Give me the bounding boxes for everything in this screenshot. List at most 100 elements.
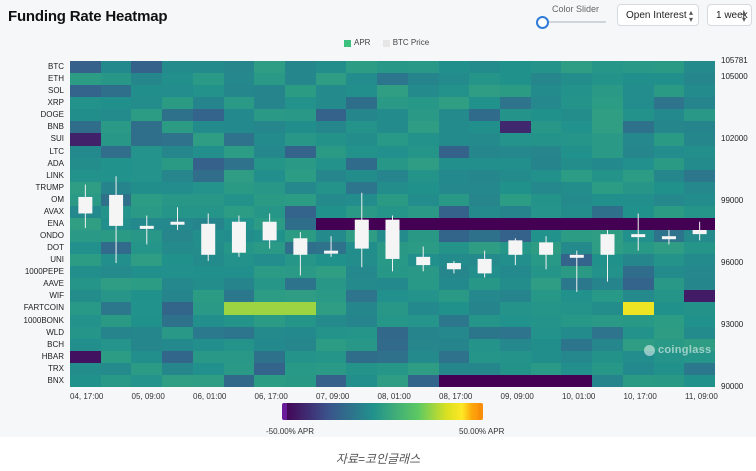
heatmap-cell[interactable] [438, 350, 470, 364]
heatmap-cell[interactable] [192, 97, 225, 110]
heatmap-cell[interactable] [315, 374, 347, 388]
heatmap-cell[interactable] [377, 362, 409, 376]
heatmap-cell[interactable] [500, 266, 532, 279]
heatmap-cell[interactable] [592, 97, 624, 110]
heatmap-cell[interactable] [653, 230, 685, 243]
heatmap-cell[interactable] [377, 133, 409, 146]
heatmap-cell[interactable] [592, 230, 624, 243]
heatmap-cell[interactable] [223, 242, 255, 255]
heatmap-cell[interactable] [223, 314, 255, 328]
heatmap-cell[interactable] [346, 109, 378, 122]
heatmap-cell[interactable] [377, 217, 409, 231]
heatmap-cell[interactable] [684, 133, 716, 146]
heatmap-cell[interactable] [223, 157, 255, 171]
heatmap-cell[interactable] [100, 266, 132, 279]
heatmap-cell[interactable] [438, 230, 470, 243]
heatmap-cell[interactable] [315, 61, 347, 74]
heatmap-cell[interactable] [162, 109, 194, 122]
heatmap-cell[interactable] [285, 169, 317, 183]
heatmap-cell[interactable] [285, 230, 317, 243]
heatmap-cell[interactable] [254, 230, 286, 243]
heatmap-cell[interactable] [407, 133, 440, 146]
heatmap-cell[interactable] [500, 362, 532, 376]
heatmap-cell[interactable] [346, 61, 378, 74]
heatmap-cell[interactable] [315, 133, 347, 146]
heatmap-cell[interactable] [469, 217, 501, 231]
heatmap-cell[interactable] [653, 374, 685, 388]
heatmap-cell[interactable] [285, 121, 317, 134]
heatmap-cell[interactable] [653, 97, 685, 110]
heatmap-cell[interactable] [622, 193, 655, 207]
heatmap-cell[interactable] [592, 350, 624, 364]
heatmap-cell[interactable] [500, 338, 532, 352]
heatmap-cell[interactable] [592, 374, 624, 388]
heatmap-cell[interactable] [70, 85, 102, 98]
heatmap-cell[interactable] [100, 181, 132, 195]
heatmap-cell[interactable] [377, 85, 409, 98]
heatmap-cell[interactable] [622, 266, 655, 279]
heatmap-cell[interactable] [592, 181, 624, 195]
heatmap-cell[interactable] [285, 73, 317, 86]
heatmap-cell[interactable] [100, 157, 132, 171]
heatmap-cell[interactable] [162, 217, 194, 231]
heatmap-cell[interactable] [561, 254, 593, 267]
heatmap-cell[interactable] [653, 217, 685, 231]
heatmap-cell[interactable] [407, 314, 440, 328]
heatmap-cell[interactable] [438, 85, 470, 98]
heatmap-cell[interactable] [530, 121, 562, 134]
heatmap-cell[interactable] [684, 157, 716, 171]
heatmap-cell[interactable] [561, 61, 593, 74]
heatmap-cell[interactable] [100, 109, 132, 122]
heatmap-cell[interactable] [407, 61, 440, 74]
heatmap-cell[interactable] [377, 350, 409, 364]
heatmap-cell[interactable] [530, 217, 562, 231]
heatmap-cell[interactable] [254, 362, 286, 376]
heatmap-cell[interactable] [684, 254, 716, 267]
heatmap-cell[interactable] [530, 266, 562, 279]
heatmap-cell[interactable] [346, 97, 378, 110]
heatmap-cell[interactable] [162, 97, 194, 110]
heatmap-cell[interactable] [100, 314, 132, 328]
heatmap-cell[interactable] [70, 374, 102, 388]
heatmap-cell[interactable] [162, 362, 194, 376]
heatmap-cell[interactable] [100, 121, 132, 134]
heatmap-cell[interactable] [70, 169, 102, 183]
heatmap-cell[interactable] [70, 61, 102, 74]
heatmap-cell[interactable] [346, 290, 378, 303]
heatmap-cell[interactable] [315, 217, 347, 231]
heatmap-cell[interactable] [622, 85, 655, 98]
heatmap-cell[interactable] [469, 133, 501, 146]
heatmap-cell[interactable] [315, 121, 347, 134]
heatmap-cell[interactable] [192, 302, 225, 316]
heatmap-cell[interactable] [622, 326, 655, 340]
heatmap-cell[interactable] [346, 193, 378, 207]
heatmap-cell[interactable] [131, 362, 163, 376]
heatmap-cell[interactable] [653, 169, 685, 183]
heatmap-cell[interactable] [254, 278, 286, 291]
heatmap-cell[interactable] [530, 278, 562, 291]
heatmap-cell[interactable] [223, 85, 255, 98]
heatmap-cell[interactable] [530, 338, 562, 352]
heatmap-cell[interactable] [162, 133, 194, 146]
heatmap-cell[interactable] [438, 278, 470, 291]
heatmap-cell[interactable] [70, 362, 102, 376]
heatmap-cell[interactable] [438, 314, 470, 328]
heatmap-cell[interactable] [162, 266, 194, 279]
heatmap-cell[interactable] [500, 314, 532, 328]
heatmap-cell[interactable] [438, 61, 470, 74]
heatmap-cell[interactable] [561, 338, 593, 352]
heatmap-cell[interactable] [254, 326, 286, 340]
heatmap-cell[interactable] [100, 217, 132, 231]
heatmap-cell[interactable] [407, 73, 440, 86]
heatmap-cell[interactable] [377, 145, 409, 159]
heatmap-cell[interactable] [592, 133, 624, 146]
heatmap-cell[interactable] [530, 157, 562, 171]
heatmap-cell[interactable] [592, 326, 624, 340]
heatmap-cell[interactable] [100, 278, 132, 291]
heatmap-cell[interactable] [223, 374, 255, 388]
heatmap-cell[interactable] [254, 145, 286, 159]
heatmap-cell[interactable] [162, 326, 194, 340]
heatmap-cell[interactable] [254, 290, 286, 303]
heatmap-cell[interactable] [254, 254, 286, 267]
heatmap-cell[interactable] [500, 205, 532, 219]
